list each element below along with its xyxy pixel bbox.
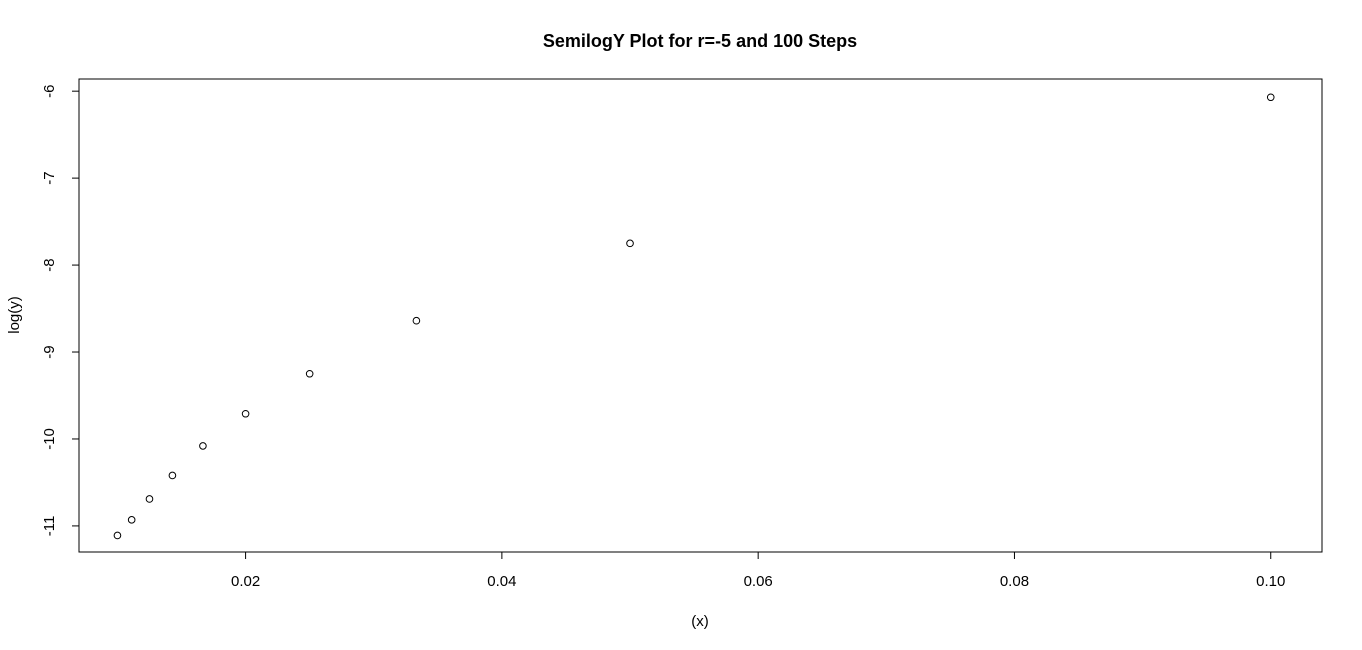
y-tick-label: -11 — [41, 516, 58, 537]
data-point — [199, 442, 207, 450]
y-tick-label: -8 — [41, 258, 58, 271]
plot-frame — [78, 78, 1323, 553]
x-tick-label: 0.02 — [231, 573, 260, 590]
data-point — [113, 531, 122, 540]
y-axis: -11 -10 -9 -8 -7 -6 — [41, 85, 80, 537]
x-axis: 0.02 0.04 0.06 0.08 0.10 — [231, 551, 1285, 590]
y-tick-label: -7 — [41, 171, 58, 184]
x-tick-label: 0.04 — [487, 573, 516, 590]
data-point — [145, 495, 154, 503]
y-tick-label: -10 — [41, 428, 58, 450]
data-point — [305, 369, 314, 378]
data-points — [113, 93, 1275, 540]
chart-title: SemilogY Plot for r=-5 and 100 Steps — [543, 31, 857, 51]
data-point — [241, 409, 250, 418]
x-axis-label: (x) — [691, 613, 709, 630]
data-point — [626, 239, 634, 248]
data-point — [1266, 93, 1275, 102]
x-tick-label: 0.10 — [1256, 573, 1285, 590]
data-point — [412, 316, 421, 325]
data-point — [168, 471, 177, 480]
y-tick-label: -6 — [41, 85, 58, 98]
data-point — [127, 516, 136, 524]
x-tick-label: 0.06 — [744, 573, 773, 590]
y-tick-label: -9 — [41, 345, 58, 358]
x-tick-label: 0.08 — [1000, 573, 1029, 590]
y-axis-label: log(y) — [6, 296, 23, 334]
